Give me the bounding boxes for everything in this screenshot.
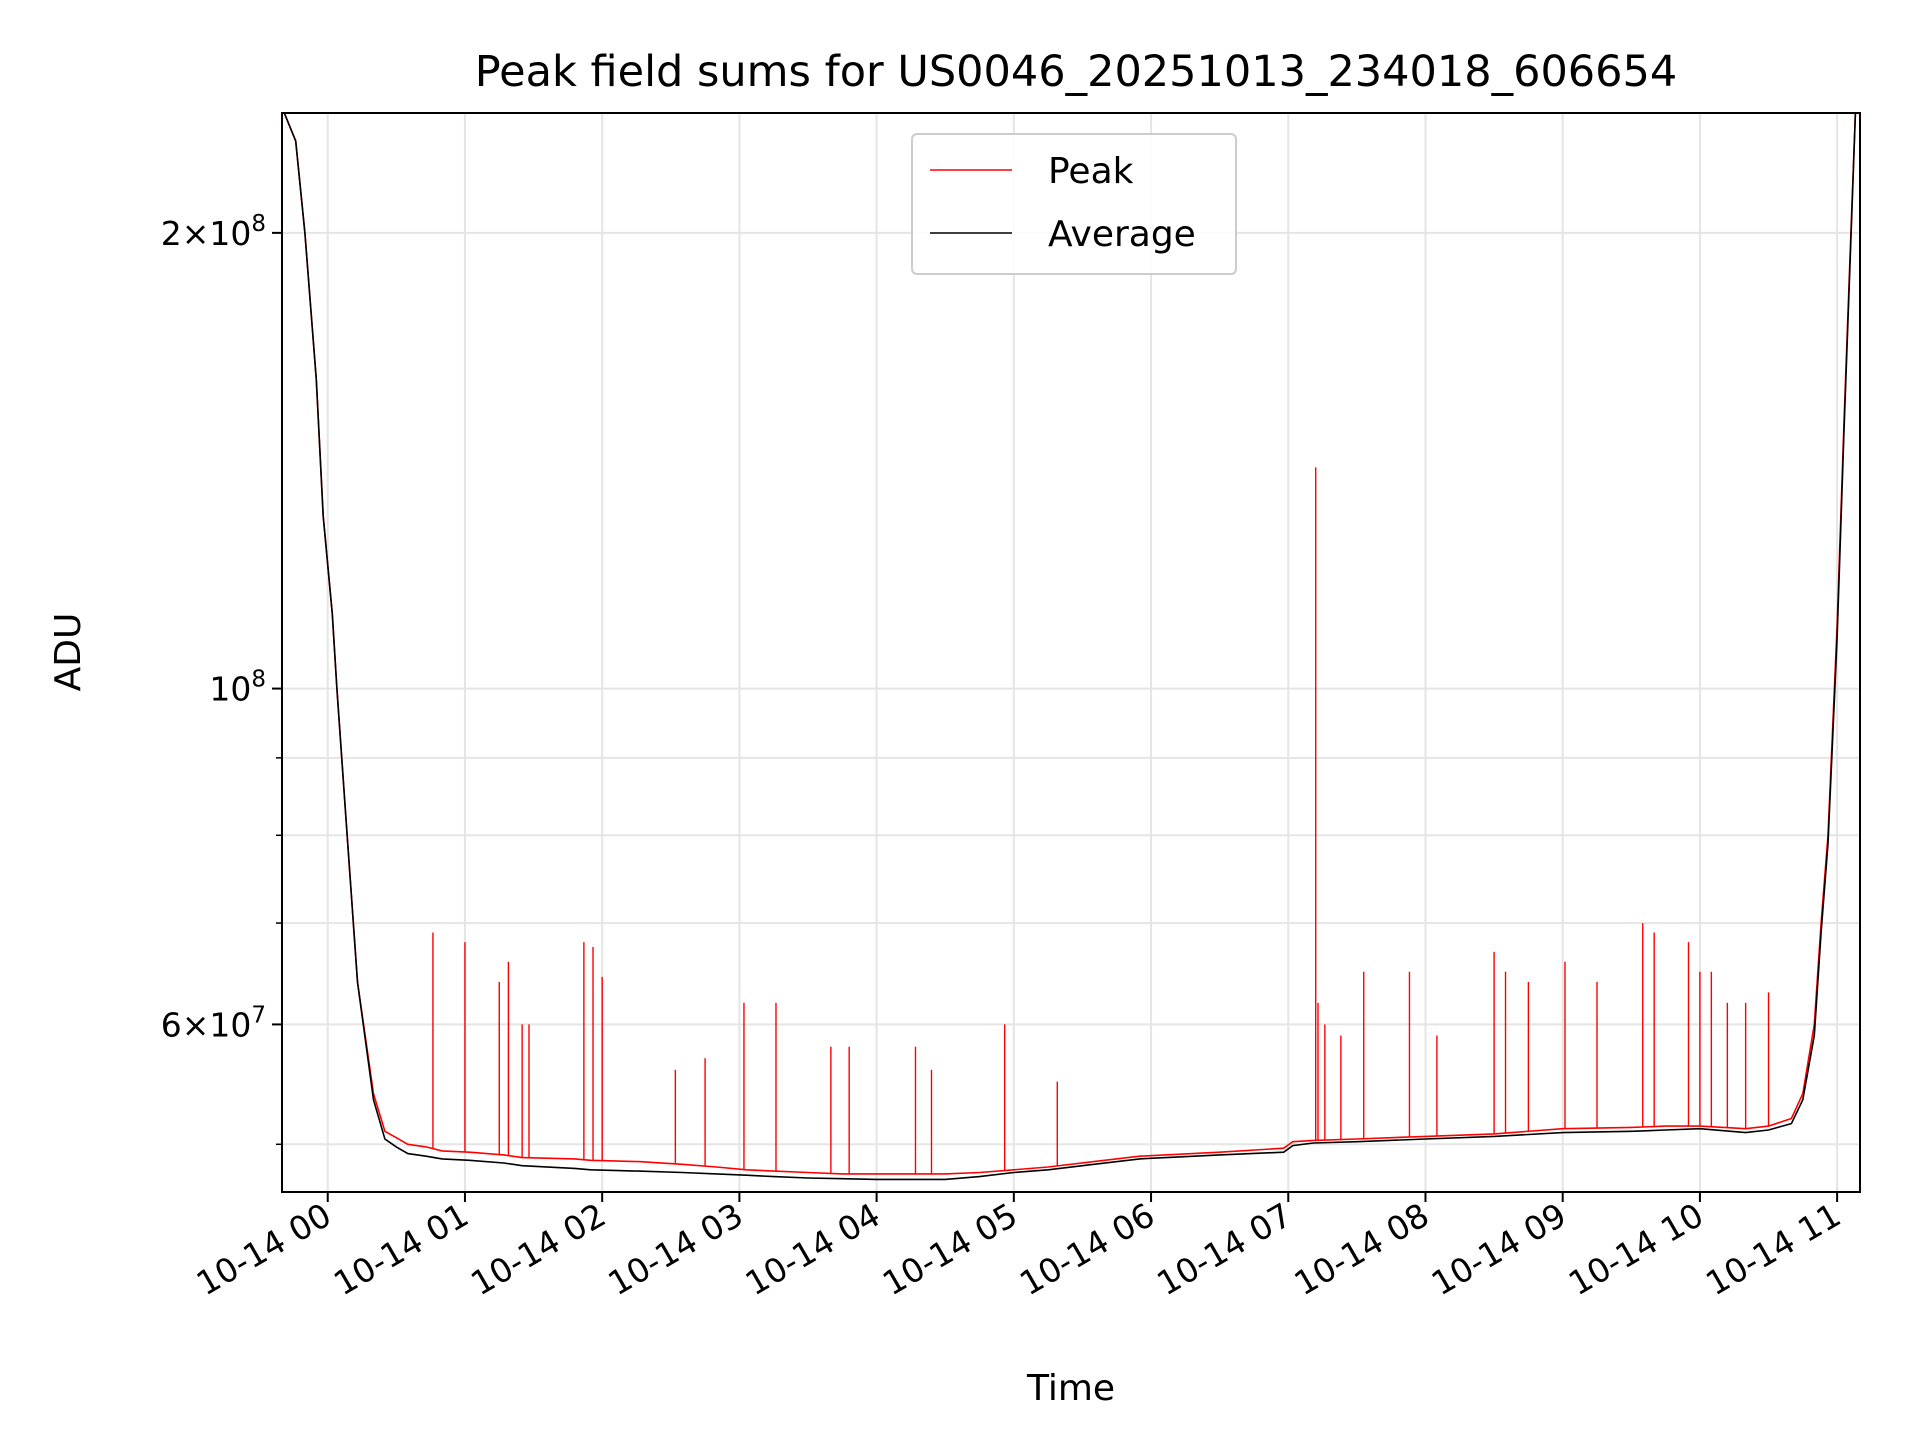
grid-horizontal	[282, 231, 1860, 1146]
plot-frame	[281, 112, 1861, 1193]
plot-area	[281, 112, 1861, 1193]
x-axis-label: Time	[1026, 1368, 1115, 1409]
legend-label-average: Average	[1048, 214, 1196, 255]
legend: Peak Average	[911, 133, 1237, 275]
series-line-peak	[283, 113, 1857, 1175]
legend-label-peak: Peak	[1048, 151, 1134, 192]
series-layer	[283, 113, 1857, 1181]
y-tick-label: 6×107	[161, 1002, 266, 1044]
y-axis-ticks: 2×108 108 6×107	[161, 211, 282, 1146]
legend-box	[911, 133, 1237, 275]
y-tick-label: 108	[209, 667, 266, 709]
series-line-average	[283, 113, 1857, 1181]
chart-title: Peak field sums for US0046_20251013_2340…	[475, 47, 1678, 97]
y-tick-label: 2×108	[161, 211, 266, 253]
y-axis-label: ADU	[48, 613, 89, 692]
